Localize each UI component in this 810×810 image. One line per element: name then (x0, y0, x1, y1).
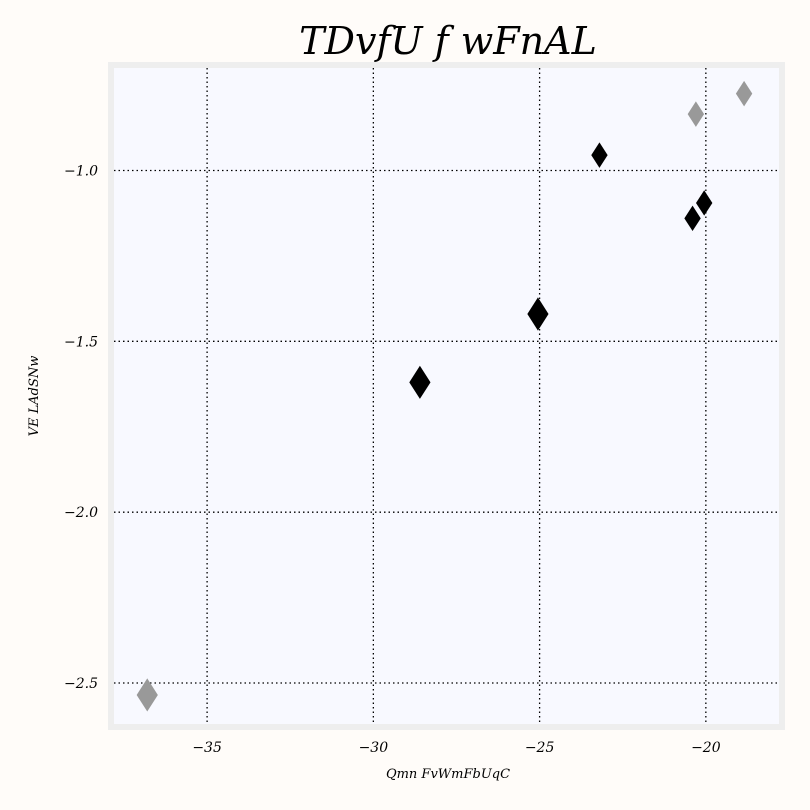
y-tick-label: −1.0 (64, 164, 98, 180)
data-point (409, 365, 431, 399)
chart-title: TDvfU f wFnAL (299, 19, 597, 63)
data-point (684, 205, 701, 232)
data-point (695, 190, 713, 216)
x-tick-label: −35 (192, 740, 222, 756)
data-point (527, 297, 549, 331)
tick-labels: −35 −30 −25 −20 −2.5 −2.0 −1.5 −1.0 (64, 164, 721, 757)
data-point (735, 80, 753, 107)
x-tick-label: −25 (525, 740, 555, 756)
data-point (136, 678, 158, 712)
grid-lines (114, 68, 779, 724)
plot-area (114, 68, 779, 724)
y-tick-label: −1.5 (64, 334, 98, 350)
x-tick-label: −30 (359, 740, 389, 756)
data-point (687, 101, 705, 127)
data-points (136, 80, 753, 712)
x-axis-label: Qmn FvWmFbUqC (386, 767, 510, 782)
x-tick-label: −20 (691, 740, 721, 756)
data-point (591, 142, 608, 168)
y-axis-label: VE LAdSNw (27, 356, 42, 437)
y-tick-label: −2.0 (64, 505, 98, 521)
y-tick-label: −2.5 (64, 676, 98, 692)
